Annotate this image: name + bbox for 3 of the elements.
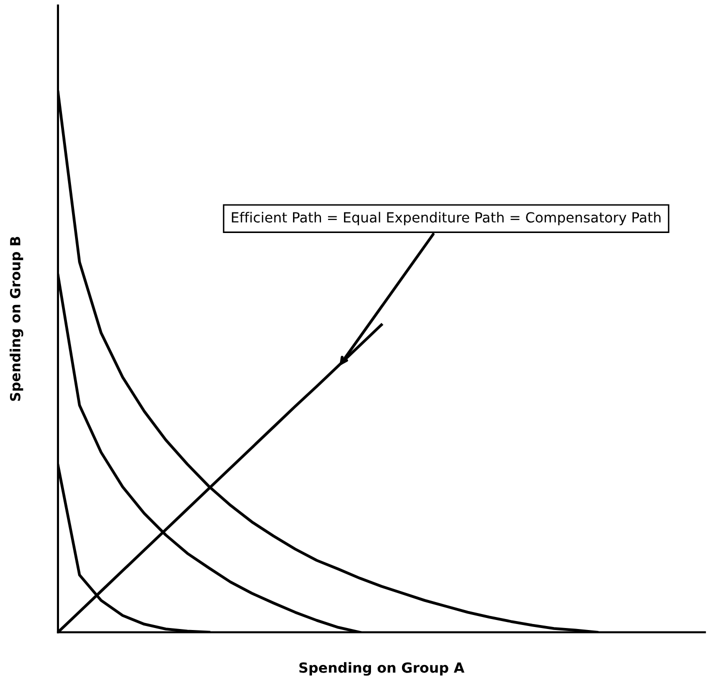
y-axis-title: Spending on Group B	[10, 236, 24, 401]
x-axis-title: Spending on Group A	[299, 662, 464, 676]
annotation: Efficient Path = Equal Expenditure Path = Compensatory Path	[232, 212, 660, 226]
